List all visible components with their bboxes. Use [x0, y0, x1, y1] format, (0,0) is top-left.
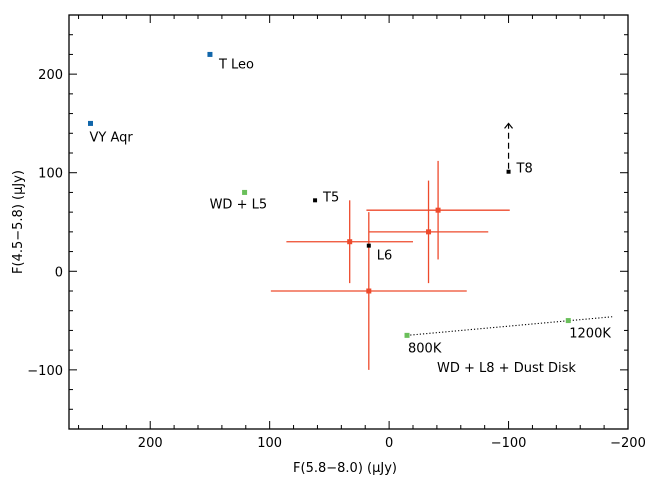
reference-marker [506, 169, 511, 174]
track-line [406, 316, 614, 336]
reference-marker [88, 120, 93, 126]
measurement-marker [366, 288, 372, 294]
measurement-marker [426, 229, 432, 235]
data-markers [88, 51, 514, 248]
y-tick-label: −100 [27, 364, 63, 379]
x-tick-label: 0 [385, 436, 393, 451]
lower-limit-arrow [504, 122, 514, 129]
track-end-label: 1200K [569, 327, 611, 342]
track-endpoint [404, 332, 410, 338]
y-tick-label: 200 [38, 68, 63, 83]
dust-disk-track [404, 316, 614, 338]
x-tick-label: 100 [257, 436, 282, 451]
y-tick-label: 0 [55, 265, 63, 280]
reference-label: VY Aqr [90, 130, 134, 145]
reference-label: L6 [377, 249, 393, 264]
reference-label: T8 [516, 162, 533, 177]
x-axis-title: F(5.8−8.0) (μJy) [293, 461, 397, 476]
axis-ticks [69, 14, 629, 430]
reference-label: T5 [322, 190, 339, 205]
plot-frame [68, 14, 629, 430]
track-start-label: 800K [408, 341, 442, 356]
reference-label: T Leo [218, 57, 254, 72]
reference-label: WD + L5 [210, 197, 268, 212]
x-tick-label: 200 [138, 436, 163, 451]
x-tick-label: −200 [610, 436, 646, 451]
tick-labels: 200 100 0 −100 −200 −100 0 100 200 [27, 68, 646, 451]
measurement-marker [347, 239, 353, 245]
x-tick-label: −100 [491, 436, 527, 451]
y-axis-title: F(4.5−5.8) (μJy) [11, 170, 26, 274]
reference-marker [313, 198, 318, 203]
error-bars [270, 160, 510, 370]
reference-marker [366, 243, 371, 248]
point-labels: T Leo VY Aqr WD + L5 T5 L6 T8 800K 1200K WD + L8… [90, 57, 612, 376]
y-tick-label: 100 [38, 167, 63, 182]
track-title: WD + L8 + Dust Disk [437, 361, 576, 376]
reference-marker [242, 189, 248, 195]
reference-marker [207, 51, 213, 57]
measurement-marker [435, 207, 441, 213]
track-endpoint [565, 318, 571, 324]
